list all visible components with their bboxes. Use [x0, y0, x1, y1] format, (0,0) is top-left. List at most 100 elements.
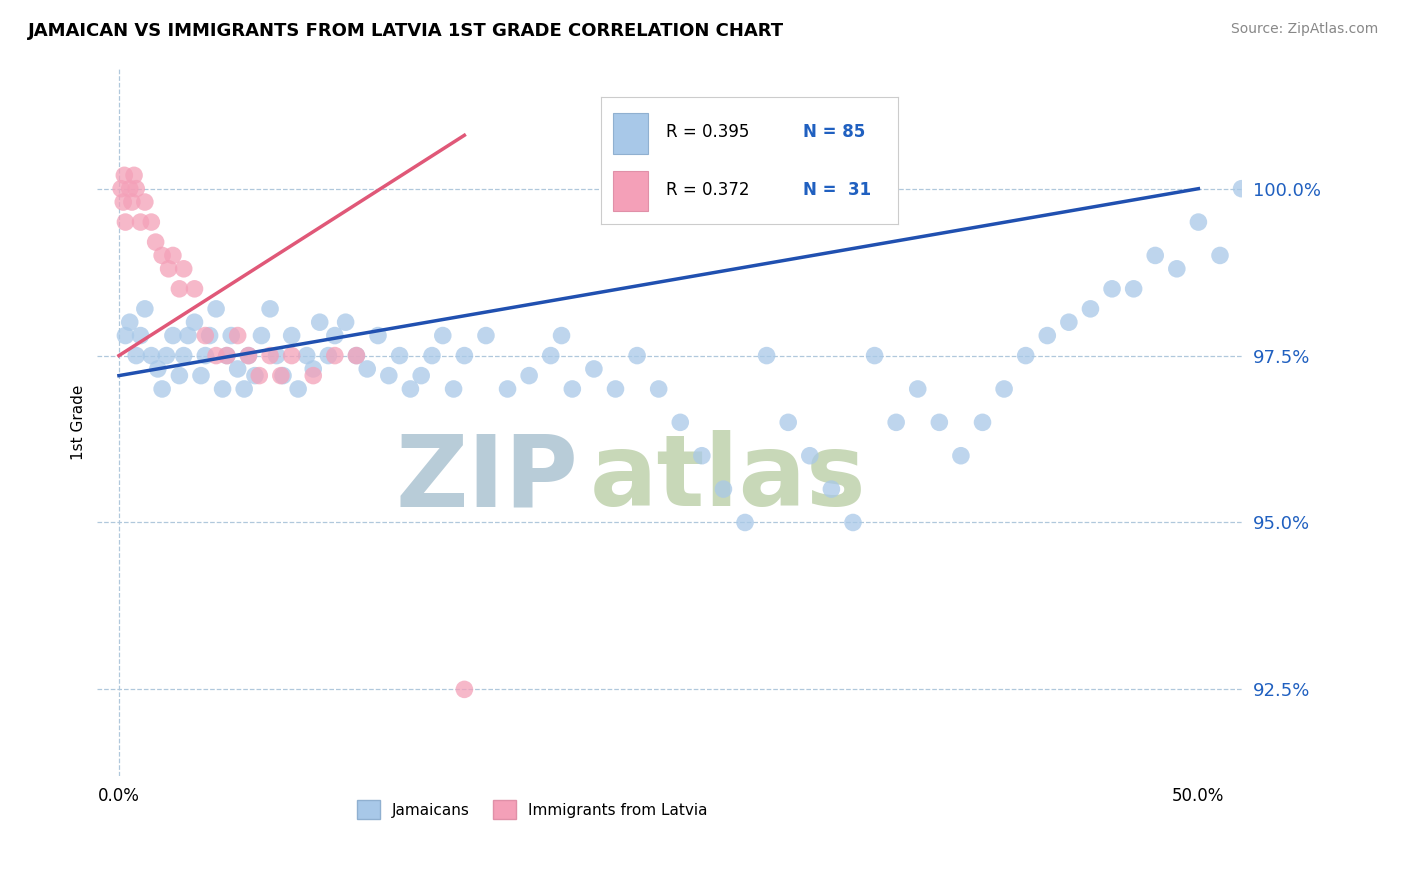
Point	[259, 301, 281, 316]
Point	[118, 315, 141, 329]
Point	[141, 215, 163, 229]
Point	[198, 328, 221, 343]
Point	[295, 349, 318, 363]
Point	[1080, 301, 1102, 316]
Point	[177, 328, 200, 343]
Point	[713, 482, 735, 496]
Point	[1144, 248, 1167, 262]
Point	[205, 349, 228, 363]
Point	[280, 328, 302, 343]
Point	[287, 382, 309, 396]
Point	[250, 328, 273, 343]
Point	[367, 328, 389, 343]
Point	[112, 169, 135, 183]
Point	[1187, 215, 1209, 229]
Point	[155, 349, 177, 363]
Point	[125, 349, 148, 363]
Point	[238, 349, 260, 363]
Point	[162, 248, 184, 262]
Point	[243, 368, 266, 383]
Point	[335, 315, 357, 329]
Point	[266, 349, 288, 363]
Point	[626, 349, 648, 363]
Point	[561, 382, 583, 396]
Point	[475, 328, 498, 343]
Point	[799, 449, 821, 463]
Point	[949, 449, 972, 463]
Point	[1015, 349, 1038, 363]
Point	[122, 169, 145, 183]
Point	[162, 328, 184, 343]
Point	[820, 482, 842, 496]
Point	[496, 382, 519, 396]
Point	[118, 182, 141, 196]
Point	[134, 195, 156, 210]
Point	[842, 516, 865, 530]
Point	[129, 215, 152, 229]
Point	[112, 195, 135, 210]
Point	[121, 195, 143, 210]
Point	[1057, 315, 1080, 329]
Point	[238, 349, 260, 363]
Point	[550, 328, 572, 343]
Point	[647, 382, 669, 396]
Point	[233, 382, 256, 396]
Point	[302, 368, 325, 383]
Legend: Jamaicans, Immigrants from Latvia: Jamaicans, Immigrants from Latvia	[350, 794, 714, 825]
Point	[323, 328, 346, 343]
Point	[669, 415, 692, 429]
Point	[1209, 248, 1232, 262]
Point	[157, 261, 180, 276]
Point	[114, 215, 136, 229]
Text: ZIP: ZIP	[395, 431, 578, 527]
Point	[1036, 328, 1059, 343]
Point	[318, 349, 340, 363]
Point	[125, 182, 148, 196]
Point	[863, 349, 886, 363]
Point	[215, 349, 238, 363]
Point	[605, 382, 627, 396]
Point	[270, 368, 292, 383]
Point	[388, 349, 411, 363]
Point	[141, 349, 163, 363]
Point	[907, 382, 929, 396]
Point	[755, 349, 778, 363]
Point	[972, 415, 994, 429]
Point	[884, 415, 907, 429]
Point	[323, 349, 346, 363]
Point	[110, 182, 132, 196]
Point	[183, 282, 205, 296]
Point	[134, 301, 156, 316]
Point	[399, 382, 422, 396]
Point	[145, 235, 167, 249]
Point	[194, 349, 217, 363]
Point	[226, 328, 249, 343]
Point	[346, 349, 368, 363]
Point	[517, 368, 540, 383]
Point	[129, 328, 152, 343]
Point	[453, 682, 475, 697]
Point	[453, 349, 475, 363]
Point	[928, 415, 950, 429]
Point	[582, 362, 605, 376]
Point	[356, 362, 378, 376]
Point	[194, 328, 217, 343]
Y-axis label: 1st Grade: 1st Grade	[72, 384, 86, 460]
Point	[540, 349, 562, 363]
Text: Source: ZipAtlas.com: Source: ZipAtlas.com	[1230, 22, 1378, 37]
Point	[432, 328, 454, 343]
Point	[271, 368, 294, 383]
Point	[150, 248, 173, 262]
Point	[211, 382, 233, 396]
Point	[443, 382, 465, 396]
Point	[280, 349, 302, 363]
Point	[150, 382, 173, 396]
Point	[1230, 182, 1253, 196]
Point	[190, 368, 212, 383]
Point	[420, 349, 443, 363]
Point	[1122, 282, 1144, 296]
Point	[114, 328, 136, 343]
Point	[215, 349, 238, 363]
Point	[346, 349, 368, 363]
Point	[734, 516, 756, 530]
